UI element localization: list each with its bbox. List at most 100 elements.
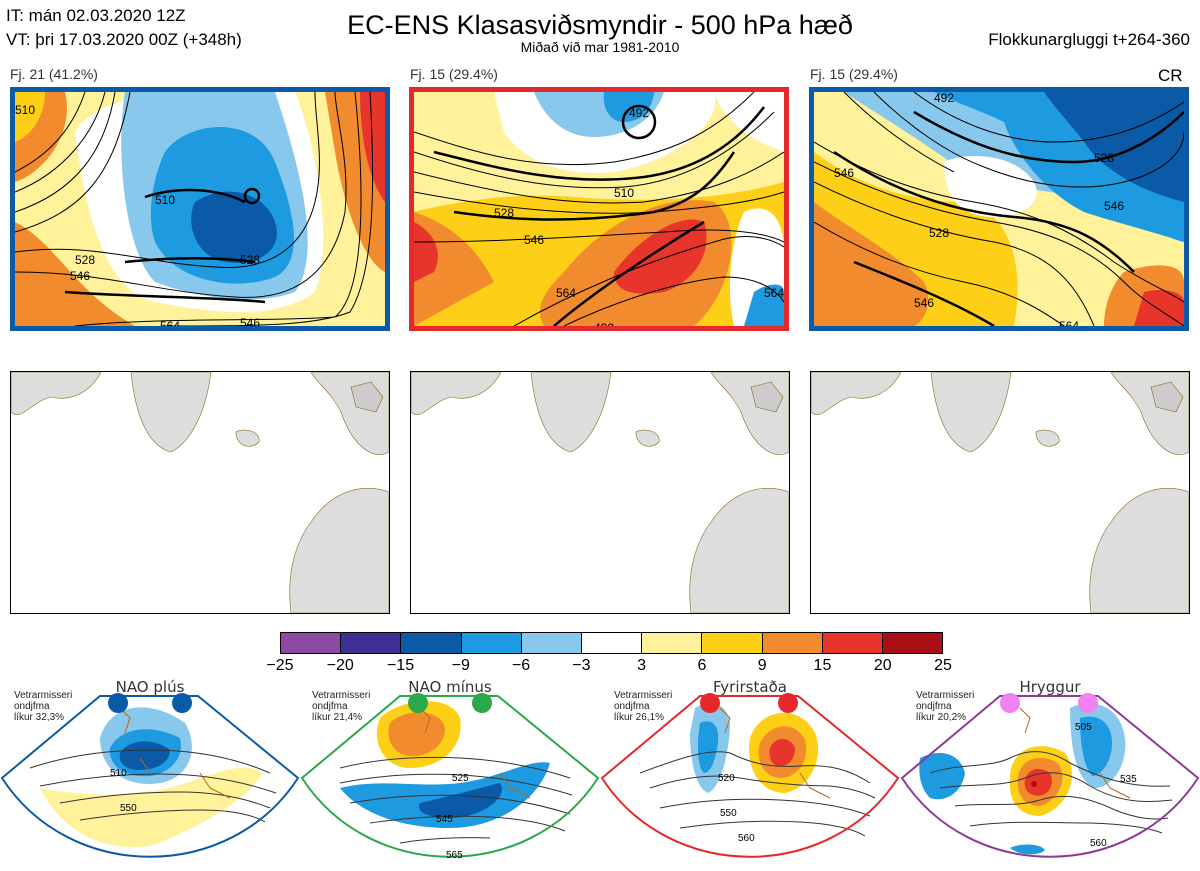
regime-marker (778, 693, 798, 713)
regime-marker (1078, 693, 1098, 713)
colorbar-swatch (520, 633, 581, 653)
regime-title: Fyrirstaða (713, 678, 787, 696)
contour-label: 510 (15, 103, 35, 117)
colorbar-tick-label: 9 (757, 657, 767, 674)
contour-label: 528 (1094, 151, 1114, 165)
colorbar-tick-label: −6 (511, 657, 531, 674)
colorbar-tick-label: −3 (572, 657, 591, 674)
contour-label: 525 (452, 773, 469, 784)
regime-info: Vetrarmisseri ondjfma líkur 20,2% (916, 690, 974, 723)
colorbar-tick-label: 25 (934, 657, 952, 674)
regime-marker (472, 693, 492, 713)
regime-title: Hryggur (1019, 678, 1081, 696)
contour-label: 550 (120, 803, 137, 814)
contour-label: 546 (70, 269, 90, 283)
info-line: Vetrarmisseri (614, 690, 673, 701)
regime-nao-minus: 525 545 565 NAO mínus Vetrarmisseri ondj… (300, 678, 600, 871)
contour-label: 564 (556, 286, 576, 300)
regime-marker (172, 693, 192, 713)
regime-nao-plus: 510 550 NAO plús Vetrarmisseri ondjfma l… (0, 678, 300, 871)
contour-label: 528 (75, 253, 95, 267)
regime-title: NAO plús (115, 678, 185, 696)
colorbar-swatch (881, 633, 943, 653)
regime-info: Vetrarmisseri ondjfma líkur 26,1% (614, 690, 672, 723)
contour-label: 505 (1075, 722, 1092, 733)
contour-label: 528 (929, 226, 949, 240)
contour-label: 546 (914, 296, 934, 310)
info-line: ondjfma (312, 701, 348, 712)
regime-ridge: 505 535 560 Hryggur Vetrarmisseri ondjfm… (900, 678, 1200, 871)
contour-label: 492 (629, 106, 649, 120)
cluster-2-label: Fj. 15 (29.4%) (410, 66, 498, 82)
contour-label: 492 (934, 92, 954, 105)
colorbar-swatch (281, 633, 341, 653)
colorbar-swatch (340, 633, 401, 653)
colorbar-tick-label: 6 (697, 657, 707, 674)
info-line: Vetrarmisseri (14, 690, 73, 701)
cluster-3-label: Fj. 15 (29.4%) (810, 66, 898, 82)
colorbar-ticks: −25 −20 −15 −9 −6 −3 3 6 9 15 20 25 (0, 657, 1200, 677)
contour-label: 535 (1120, 774, 1137, 785)
contour-label: 550 (720, 808, 737, 819)
contour-label: 560 (738, 833, 755, 844)
info-line: Vetrarmisseri (916, 690, 975, 701)
valid-time: VT: þri 17.03.2020 00Z (+348h) (6, 30, 242, 49)
initial-time: IT: mán 02.03.2020 12Z (6, 6, 186, 25)
contour-label: 564 (1059, 319, 1079, 326)
info-line: ondjfma (14, 701, 50, 712)
contour-label: 528 (240, 253, 260, 267)
regime-marker (1000, 693, 1020, 713)
cluster-1-map: 510 528 546 564 510 528 546 (10, 87, 390, 331)
contour-label: 564 (764, 286, 784, 300)
contour-label: 545 (436, 814, 453, 825)
colorbar-swatch (400, 633, 461, 653)
regime-title: NAO mínus (408, 678, 492, 696)
classification-window: Flokkunargluggi t+264-360 (988, 30, 1190, 49)
contour-label: 546 (524, 233, 544, 247)
colorbar-tick-label: −15 (386, 657, 415, 674)
cr-marker: CR (1158, 66, 1183, 85)
regimes-row: 510 550 NAO plús Vetrarmisseri ondjfma l… (0, 678, 1200, 871)
cluster-2-map: 510 528 546 564 492 564 492 (409, 87, 789, 331)
contour-label: 492 (594, 321, 614, 326)
contour-label: 520 (718, 773, 735, 784)
colorbar (280, 632, 943, 654)
colorbar-tick-label: 20 (873, 657, 892, 674)
info-line: líkur 32,3% (14, 712, 65, 723)
contour-label: 564 (160, 319, 180, 326)
contour-label: 510 (614, 186, 634, 200)
cluster-1-label: Fj. 21 (41.2%) (10, 66, 98, 82)
colorbar-swatch (460, 633, 521, 653)
info-line: líkur 26,1% (614, 712, 665, 723)
regime-marker (108, 693, 128, 713)
colorbar-swatch (580, 633, 642, 653)
page-subtitle: Miðað við mar 1981-2010 (520, 39, 680, 55)
colorbar-swatch (761, 633, 822, 653)
colorbar-swatch (701, 633, 762, 653)
colorbar-tick-label: −20 (326, 657, 354, 674)
regime-blocking: 520 550 560 Fyrirstaða Vetrarmisseri ond… (600, 678, 900, 871)
empty-map-1 (10, 371, 390, 614)
colorbar-swatch (821, 633, 882, 653)
contour-label: 528 (494, 206, 514, 220)
contour-label: 565 (446, 850, 463, 861)
page-title: EC-ENS Klasasviðsmyndir - 500 hPa hæð (347, 10, 853, 40)
contour-label: 546 (834, 166, 854, 180)
info-line: líkur 21,4% (312, 712, 363, 723)
contour-label: 510 (110, 768, 127, 779)
info-line: ondjfma (916, 701, 952, 712)
info-line: líkur 20,2% (916, 712, 967, 723)
colorbar-tick-label: 15 (813, 657, 832, 674)
regime-marker (700, 693, 720, 713)
contour-label: 510 (155, 193, 175, 207)
info-line: Vetrarmisseri (312, 690, 371, 701)
info-line: ondjfma (614, 701, 650, 712)
regime-info: Vetrarmisseri ondjfma líkur 32,3% (14, 690, 72, 723)
empty-map-2 (410, 371, 790, 614)
regime-marker (408, 693, 428, 713)
contour-label: 546 (1104, 199, 1124, 213)
regime-info: Vetrarmisseri ondjfma líkur 21,4% (312, 690, 370, 723)
colorbar-swatch (641, 633, 702, 653)
contour-label: 546 (240, 316, 260, 326)
cluster-3-map: 492 528 546 528 546 546 564 (809, 87, 1189, 331)
